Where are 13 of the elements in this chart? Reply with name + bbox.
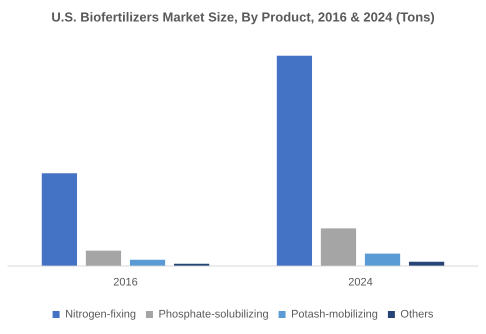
- chart-title: U.S. Biofertilizers Market Size, By Product, 2016 & 2024 (Tons): [51, 9, 435, 24]
- legend-label: Potash-mobilizing: [291, 308, 378, 321]
- legend-label: Others: [400, 308, 434, 321]
- legend-label: Nitrogen-fixing: [65, 308, 136, 321]
- x-tick-label: 2016: [113, 276, 138, 288]
- bar: [320, 228, 356, 266]
- bar: [42, 173, 78, 266]
- bar: [130, 260, 166, 266]
- x-tick-label: 2024: [348, 276, 373, 288]
- bar: [86, 250, 122, 266]
- legend-label: Phosphate-solubilizing: [158, 308, 269, 321]
- bar: [364, 254, 400, 266]
- bar: [276, 56, 312, 266]
